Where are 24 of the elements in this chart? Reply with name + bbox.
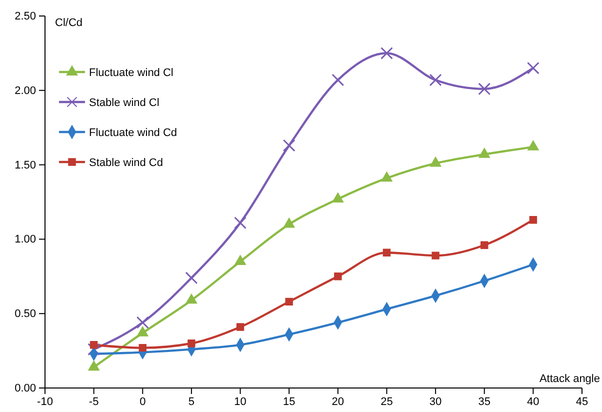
y-tick-label: 1.00 — [14, 234, 36, 246]
x-tick-label: 45 — [576, 396, 588, 408]
legend-label: Fluctuate wind Cl — [89, 67, 174, 79]
x-tick-label: 40 — [527, 396, 540, 408]
x-tick-label: -10 — [37, 396, 53, 408]
x-axis-title: Attack angle — [539, 373, 600, 385]
x-tick-label: -5 — [88, 396, 99, 408]
x-tick-label: 30 — [429, 396, 442, 408]
legend-label: Stable wind Cd — [89, 157, 163, 169]
legend-label: Stable wind Cl — [89, 97, 160, 109]
x-tick-label: 10 — [234, 396, 246, 408]
x-tick-label: 15 — [282, 396, 296, 408]
y-tick-label: 2.50 — [14, 10, 36, 23]
y-axis-title: Cl/Cd — [55, 17, 83, 29]
legend-label: Fluctuate wind Cd — [89, 127, 178, 139]
y-tick-label: 0.00 — [14, 382, 36, 395]
y-tick-label: 2.00 — [14, 84, 36, 97]
x-tick-label: 20 — [332, 396, 344, 408]
x-tick-label: 35 — [478, 396, 490, 408]
x-tick-label: 5 — [188, 396, 195, 408]
y-tick-label: 1.50 — [14, 159, 36, 172]
x-tick-label: 0 — [140, 396, 146, 408]
y-tick-label: 0.50 — [14, 308, 36, 320]
x-tick-label: 25 — [380, 396, 393, 408]
